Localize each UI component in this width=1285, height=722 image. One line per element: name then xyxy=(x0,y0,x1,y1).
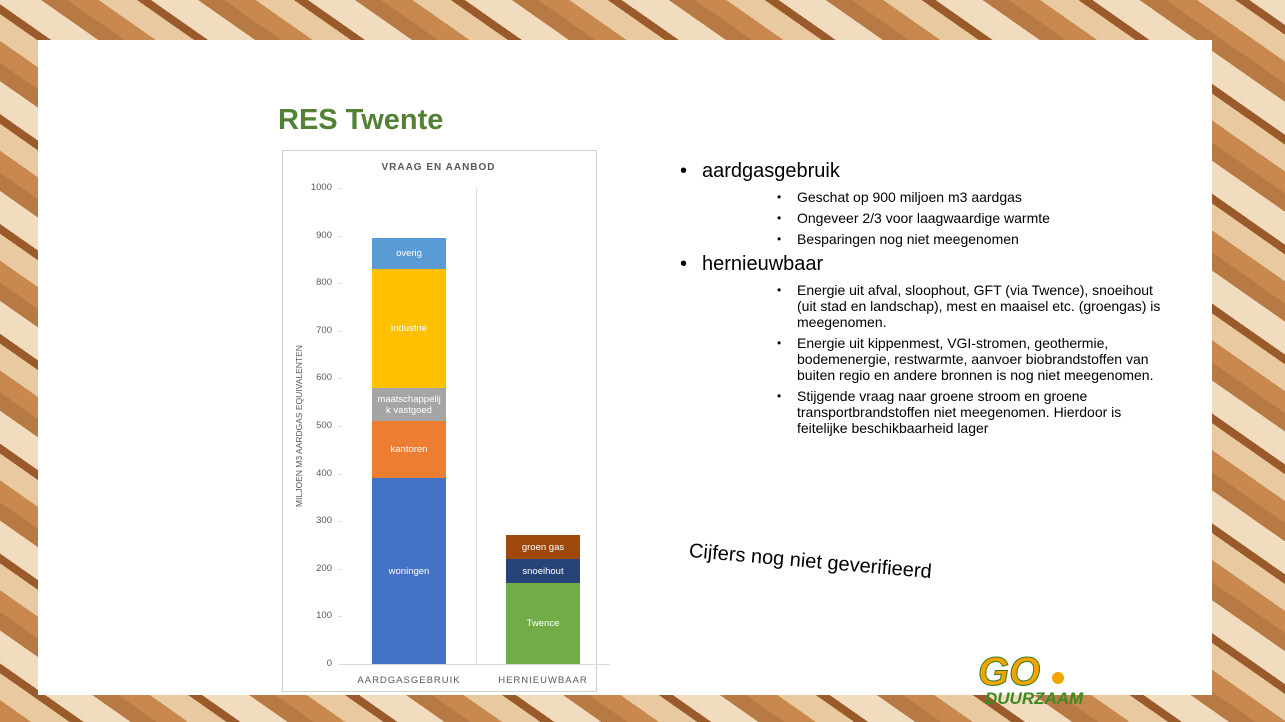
y-tick-label: 1000 xyxy=(290,182,332,193)
page: RES Twente VRAAG EN AANBOD MILJOEN M3 AA… xyxy=(0,0,1285,722)
bullet-list: aardgasgebruik Geschat op 900 miljoen m3 … xyxy=(680,160,1180,442)
segment-label: Twence xyxy=(527,618,560,629)
bar-segment: groen gas xyxy=(506,535,580,559)
y-tick xyxy=(339,236,342,237)
slide-title: RES Twente xyxy=(278,104,443,137)
x-tick-label: HERNIEUWBAAR xyxy=(476,675,610,686)
bar-segment: Twence xyxy=(506,583,580,664)
bullet: aardgasgebruik xyxy=(680,160,1180,183)
category-separator xyxy=(476,188,477,664)
y-tick-label: 800 xyxy=(290,277,332,288)
segment-label: maatschappelijk vastgoed xyxy=(376,394,442,416)
y-tick xyxy=(339,569,342,570)
segment-label: kantoren xyxy=(391,444,428,455)
sub-bullet: Energie uit kippenmest, VGI-stromen, geo… xyxy=(775,335,1165,383)
chart-title: VRAAG EN AANBOD xyxy=(282,162,595,173)
y-tick xyxy=(339,521,342,522)
y-tick-label: 400 xyxy=(290,468,332,479)
bar-segment: woningen xyxy=(372,478,446,664)
y-tick xyxy=(339,331,342,332)
y-tick xyxy=(339,616,342,617)
segment-label: industrie xyxy=(391,323,427,334)
y-tick-label: 700 xyxy=(290,325,332,336)
bullet: hernieuwbaar xyxy=(680,253,1180,276)
bar-segment: snoeihout xyxy=(506,559,580,583)
bar-segment: maatschappelijk vastgoed xyxy=(372,388,446,421)
segment-label: woningen xyxy=(389,566,430,577)
y-tick xyxy=(339,378,342,379)
y-tick-label: 600 xyxy=(290,372,332,383)
sub-bullet: Geschat op 900 miljoen m3 aardgas xyxy=(775,189,1165,205)
y-tick-label: 500 xyxy=(290,420,332,431)
x-axis-line xyxy=(342,664,610,665)
sub-bullet-list: Geschat op 900 miljoen m3 aardgas Ongevee… xyxy=(775,189,1165,247)
y-tick xyxy=(339,188,342,189)
spacer xyxy=(968,690,980,694)
y-tick xyxy=(339,283,342,284)
y-tick-label: 0 xyxy=(290,658,332,669)
logo-bottom: DUURZAAM xyxy=(985,689,1083,709)
sub-bullet: Energie uit afval, sloophout, GFT (via T… xyxy=(775,282,1165,330)
y-tick xyxy=(339,426,342,427)
y-tick-label: 900 xyxy=(290,230,332,241)
segment-label: groen gas xyxy=(522,542,564,553)
y-tick-label: 300 xyxy=(290,515,332,526)
segment-label: overig xyxy=(396,248,422,259)
logo-dot xyxy=(1052,672,1064,684)
y-tick-label: 100 xyxy=(290,610,332,621)
bar-segment: overig xyxy=(372,238,446,269)
y-tick xyxy=(339,474,342,475)
bar-segment: kantoren xyxy=(372,421,446,478)
y-tick-label: 200 xyxy=(290,563,332,574)
sub-bullet-list: Energie uit afval, sloophout, GFT (via T… xyxy=(775,282,1165,436)
x-tick-label: AARDGASGEBRUIK xyxy=(342,675,476,686)
y-tick xyxy=(339,664,342,665)
segment-label: snoeihout xyxy=(522,566,563,577)
sub-bullet: Besparingen nog niet meegenomen xyxy=(775,231,1165,247)
sub-bullet: Stijgende vraag naar groene stroom en gr… xyxy=(775,388,1165,436)
bar-segment: industrie xyxy=(372,269,446,388)
sub-bullet: Ongeveer 2/3 voor laagwaardige warmte xyxy=(775,210,1165,226)
